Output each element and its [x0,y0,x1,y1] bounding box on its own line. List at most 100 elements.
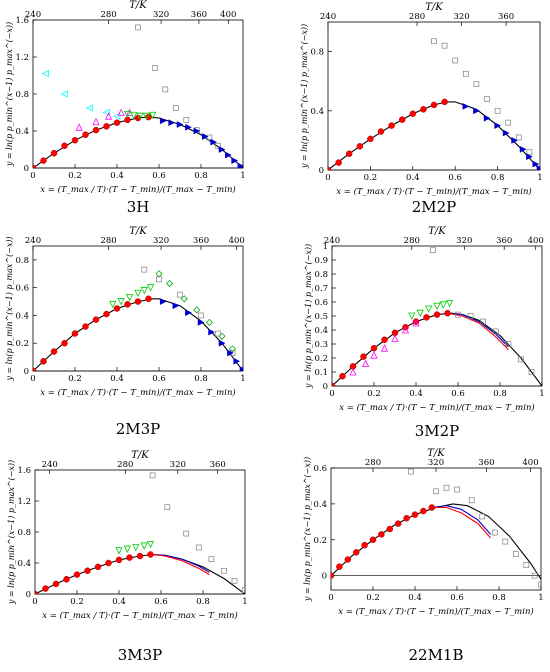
data-point-triangle-down [123,545,132,553]
data-point-square [502,538,509,545]
x-tick-label: 0.4 [409,389,423,399]
data-point-circle [361,541,368,549]
top-tick-label: 320 [153,236,169,246]
y-tick-label: 0 [323,382,328,392]
data-point-square [242,587,245,593]
x-tick-label: 0.8 [194,171,208,181]
data-point-diamond [205,318,213,326]
x-tick-label: 1 [539,389,544,399]
plot-area [328,38,540,170]
data-point-triangle-right [210,138,218,146]
data-point-triangle-down [130,111,138,120]
data-point-triangle-right [201,133,209,140]
data-point-triangle-down [408,312,416,320]
data-point-triangle-down [142,112,151,121]
data-point-circle [145,295,152,303]
data-point-square [231,577,238,584]
data-point-square [183,117,190,123]
x-tick-label: 0.2 [364,173,378,183]
data-point-triangle-right [511,136,519,144]
top-tick-label: 360 [498,12,514,22]
data-point-triangle-right [208,328,216,336]
top-tick-label: 240 [42,460,58,470]
data-point-square [183,530,190,537]
y-tick-label: 1.2 [17,497,31,507]
data-point-triangle-right [176,121,184,128]
data-point-circle [82,131,89,138]
y-tick-label: 0.2 [314,354,328,364]
y-tick-label: 0 [322,572,327,582]
data-point-circle [61,142,68,150]
x-tick-label: 0.4 [406,173,420,183]
data-point-circle [115,556,123,564]
data-point-square [441,42,448,49]
data-point-triangle-down [149,111,157,120]
top-tick-label: 280 [404,236,420,246]
data-point-square [221,567,227,574]
x-tick-label: 0 [32,597,37,607]
data-point-circle [134,298,142,305]
top-axis-title: T/K [131,450,149,461]
data-point-triangle-down [140,287,148,295]
data-point-triangle-left [60,90,68,98]
panel-e: 0 0.2 0.4 0.6 0.8 1 240 280 320 360 T/K 0 0.4 0.8 1.2 1… [7,450,248,664]
data-point-triangle-left [113,112,121,120]
data-point-square [467,313,474,319]
data-point-circle [84,567,91,574]
data-point-circle [433,311,441,318]
data-point-triangle-up [92,117,100,126]
x-axis-title: x = (T_max / T)·(T − T_min)/(T_max − T_m… [40,387,235,398]
model-curve [431,505,492,535]
data-point-triangle-up [412,319,420,327]
panel-c: 0 0.2 0.4 0.6 0.8 1 240 280 320 360 400 T/K 0 0.2 0.4 0… [5,226,246,438]
data-point-circle [356,143,364,150]
top-tick-label: 320 [453,12,469,22]
data-point-square [214,142,221,149]
data-point-square [505,119,512,126]
data-point-circle [344,556,352,563]
top-axis-title: T/K [425,2,443,13]
y-tick-label: 0.2 [15,339,29,349]
data-point-circle [134,114,142,122]
data-point-circle [40,157,47,164]
data-point-circle [33,367,37,371]
y-tick-label: 0.4 [15,311,29,321]
model-curve [328,101,540,170]
y-axis-title: y = ln(p p_min^(x−1) p_max^(−x)) [7,460,16,605]
data-point-triangle-down [433,302,441,311]
data-point-triangle-right [502,129,510,137]
top-tick-label: 360 [478,458,494,468]
x-tick-label: 0.8 [194,374,208,384]
x-tick-label: 0.8 [492,593,506,603]
y-tick-label: 0 [26,590,31,600]
data-point-triangle-right [159,117,167,125]
data-point-triangle-down [136,112,144,121]
x-tick-label: 0.8 [491,173,505,183]
y-tick-label: 0.6 [314,298,328,308]
y-tick-label: 0.7 [314,284,328,294]
panel-name: 2M3P [116,420,161,438]
data-point-circle [126,554,133,561]
data-point-triangle-left [102,108,110,117]
data-point-square [494,107,501,114]
data-point-circle [386,525,394,533]
data-point-circle [367,135,374,143]
data-point-square [195,544,202,551]
data-point-triangle-right [483,114,491,122]
top-tick-label: 360 [210,460,226,470]
data-point-square [518,356,524,363]
panel-a: 0 0.2 0.4 0.6 0.8 1 240 280 320 360 400 T/K 0 0.4 0.8 1… [5,0,246,216]
data-point-circle [63,576,70,583]
data-point-triangle-up [361,359,370,368]
data-point-triangle-right [526,153,533,161]
data-point-square [156,276,162,283]
data-point-circle [105,559,112,567]
panel-name: 3H [127,198,150,216]
x-tick-label: 1 [240,374,245,384]
plot-frame [32,245,244,372]
model-curve [332,312,542,386]
x-tick-label: 0.2 [366,593,380,603]
panel-name: 2M2P [412,198,457,216]
